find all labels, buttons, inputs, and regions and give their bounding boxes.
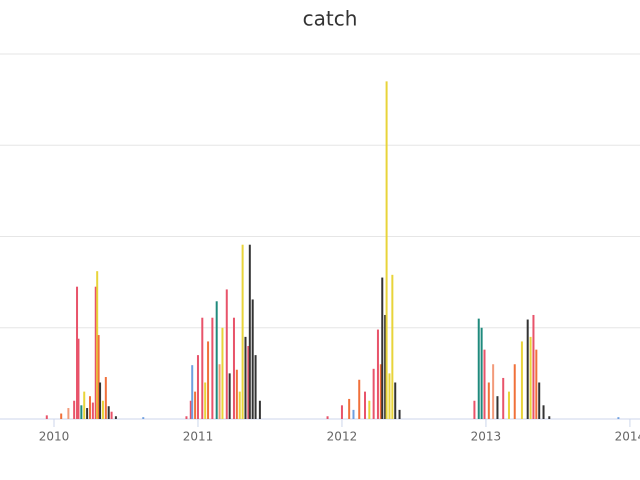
- bar: [99, 382, 102, 419]
- bar: [376, 329, 379, 419]
- bar: [45, 415, 48, 419]
- bar: [73, 400, 76, 419]
- bar: [483, 349, 486, 419]
- bar: [94, 286, 97, 419]
- bar: [496, 396, 499, 419]
- bar: [107, 406, 110, 419]
- bar: [248, 244, 251, 419]
- bar: [363, 391, 366, 419]
- bar: [77, 338, 80, 419]
- bar: [91, 402, 94, 419]
- bar: [96, 271, 99, 419]
- bar: [384, 314, 387, 419]
- bar: [326, 416, 329, 419]
- bar: [535, 349, 538, 419]
- bar: [388, 373, 391, 419]
- bar: [473, 400, 476, 419]
- bar: [207, 341, 210, 419]
- bar: [254, 355, 257, 419]
- bar: [235, 369, 238, 419]
- bar: [114, 416, 117, 419]
- bar: [104, 377, 107, 419]
- bar: [221, 327, 224, 419]
- bar: [617, 417, 620, 419]
- bar: [80, 405, 83, 419]
- bar: [381, 277, 384, 419]
- bar: [225, 289, 228, 419]
- bar: [532, 314, 535, 419]
- x-tick-label: 2010: [39, 430, 70, 444]
- bar: [538, 382, 541, 419]
- bar: [391, 274, 394, 419]
- bar: [218, 364, 221, 419]
- bar: [194, 391, 197, 419]
- bar: [379, 364, 382, 419]
- bar: [191, 365, 194, 419]
- bar: [526, 319, 529, 419]
- x-tick-label: 2013: [471, 430, 502, 444]
- x-tick-label: 2012: [327, 430, 358, 444]
- bar: [352, 409, 355, 419]
- bar: [258, 400, 261, 419]
- bar: [548, 416, 551, 419]
- bar: [477, 318, 480, 419]
- bar: [83, 391, 86, 419]
- x-tick-label: 2011: [183, 430, 214, 444]
- bar: [507, 391, 510, 419]
- bar: [211, 317, 214, 419]
- bar: [502, 377, 505, 419]
- bar: [492, 364, 495, 419]
- bar: [348, 398, 351, 419]
- bar: [101, 400, 104, 419]
- bar: [215, 301, 218, 419]
- bar: [520, 341, 523, 419]
- bar: [513, 364, 516, 419]
- bar: [67, 408, 70, 419]
- bar: [542, 405, 545, 419]
- bar: [529, 336, 532, 419]
- bar: [60, 413, 63, 419]
- bar: [86, 408, 89, 419]
- bar: [189, 400, 192, 419]
- bar: [185, 416, 188, 419]
- bar: [232, 317, 235, 419]
- bar: [201, 317, 204, 419]
- chart-title: catch: [303, 7, 358, 31]
- bar: [228, 373, 231, 419]
- bar: [204, 382, 207, 419]
- bar: [251, 299, 254, 419]
- bar: [244, 336, 247, 419]
- bar: [368, 400, 371, 419]
- bar: [340, 405, 343, 419]
- bar: [480, 327, 483, 419]
- bar: [372, 368, 375, 419]
- bar: [142, 417, 145, 419]
- bar: [394, 382, 397, 419]
- bar: [241, 244, 244, 419]
- bar: [238, 391, 241, 419]
- bar: [398, 409, 401, 419]
- bar: [196, 355, 199, 419]
- bar: [247, 346, 250, 419]
- bar: [385, 81, 388, 419]
- bar: [88, 396, 91, 419]
- bar: [97, 335, 100, 419]
- bar: [358, 379, 361, 419]
- bar: [487, 382, 490, 419]
- bar: [76, 286, 79, 419]
- x-tick-label: 2014: [615, 430, 640, 444]
- bar: [110, 411, 113, 419]
